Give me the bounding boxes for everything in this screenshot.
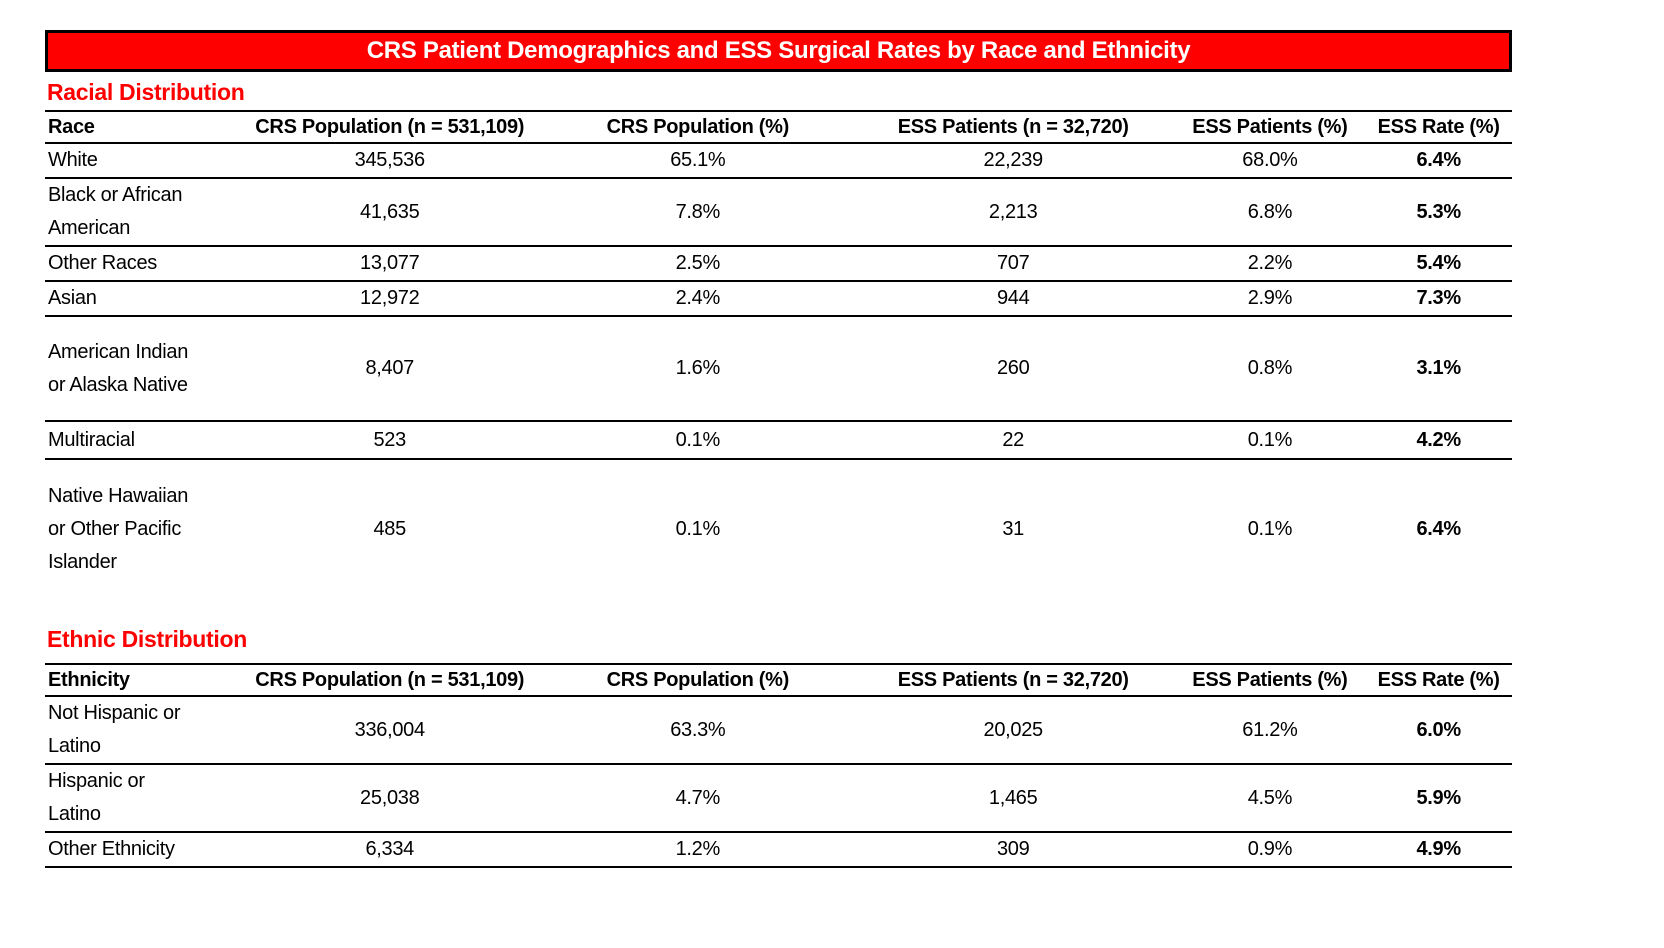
value-cell: 7.3% xyxy=(1365,281,1512,317)
row-label: Other Races xyxy=(45,246,236,282)
value-cell: 3.1% xyxy=(1365,316,1512,422)
value-cell: 0.1% xyxy=(1247,518,1293,540)
value-cell: 0.1% xyxy=(543,421,852,460)
column-header: ESS Patients (n = 32,720) xyxy=(851,110,1175,144)
table-row: Multiracial 523 0.1% 22 0.1% 4.2% xyxy=(45,421,1512,460)
table-row: White 345,536 65.1% 22,239 68.0% 6.4% xyxy=(45,143,1512,179)
column-header: Race xyxy=(45,110,236,144)
row-label: White xyxy=(45,143,236,179)
value-cell: 65.1% xyxy=(543,143,852,179)
column-header: ESS Patients (n = 32,720) xyxy=(851,663,1175,697)
row-label: Asian xyxy=(45,281,236,317)
value-cell: 345,536 xyxy=(235,143,544,179)
table-row: Other Ethnicity 6,334 1.2% 309 0.9% 4.9% xyxy=(45,832,1512,868)
ethnic-header-row: Ethnicity CRS Population (n = 531,109) CRS… xyxy=(45,663,1512,697)
column-header: CRS Population (%) xyxy=(543,663,852,697)
figure-title: CRS Patient Demographics and ESS Surgica… xyxy=(366,37,1191,64)
column-header: CRS Population (%) xyxy=(543,110,852,144)
value-cell: 25,038 xyxy=(235,764,544,833)
value-cell: 6.4% xyxy=(1365,143,1512,179)
value-cell: 5.4% xyxy=(1365,246,1512,282)
value-cell: 5.3% xyxy=(1365,178,1512,247)
column-header: ESS Rate (%) xyxy=(1365,663,1512,697)
value-cell: 2.9% xyxy=(1174,281,1366,317)
row-label: Native Hawaiian or Other Pacific Islande… xyxy=(48,485,189,573)
value-cell: 0.8% xyxy=(1174,316,1366,422)
table-row: Not Hispanic or Latino 336,004 63.3% 20,025… xyxy=(45,696,1512,765)
column-header: CRS Population (n = 531,109) xyxy=(235,110,544,144)
column-header: CRS Population (n = 531,109) xyxy=(235,663,544,697)
value-cell: 7.8% xyxy=(543,178,852,247)
value-cell: 41,635 xyxy=(235,178,544,247)
value-cell: 309 xyxy=(851,832,1175,868)
value-cell: 63.3% xyxy=(543,696,852,765)
value-cell: 0.9% xyxy=(1174,832,1366,868)
value-cell: 22 xyxy=(851,421,1175,460)
value-cell: 22,239 xyxy=(851,143,1175,179)
value-cell: 0.1% xyxy=(1174,421,1366,460)
table-row: Native Hawaiian or Other Pacific Islande… xyxy=(45,459,1512,599)
value-cell: 61.2% xyxy=(1174,696,1366,765)
value-cell: 5.9% xyxy=(1365,764,1512,833)
value-cell: 20,025 xyxy=(851,696,1175,765)
table-row: Hispanic or Latino 25,038 4.7% 1,465 4.5% 5.9… xyxy=(45,764,1512,833)
value-cell: 944 xyxy=(851,281,1175,317)
value-cell: 2,213 xyxy=(851,178,1175,247)
racial-header-row: Race CRS Population (n = 531,109) CRS Popu… xyxy=(45,110,1512,144)
value-cell: 485 xyxy=(373,518,406,540)
value-cell: 6,334 xyxy=(235,832,544,868)
column-header: ESS Patients (%) xyxy=(1174,663,1366,697)
racial-distribution-heading: Racial Distribution xyxy=(47,79,245,105)
table-row: Asian 12,972 2.4% 944 2.9% 7.3% xyxy=(45,281,1512,317)
row-label: Hispanic or Latino xyxy=(45,764,236,833)
value-cell: 6.8% xyxy=(1174,178,1366,247)
racial-distribution-table: Race CRS Population (n = 531,109) CRS Popu… xyxy=(45,110,1512,599)
row-label: American Indian or Alaska Native xyxy=(45,316,236,422)
table-row: American Indian or Alaska Native 8,407 1.6… xyxy=(45,316,1512,422)
value-cell: 13,077 xyxy=(235,246,544,282)
column-header: ESS Rate (%) xyxy=(1365,110,1512,144)
value-cell: 4.5% xyxy=(1174,764,1366,833)
row-label: Other Ethnicity xyxy=(45,832,236,868)
value-cell: 2.5% xyxy=(543,246,852,282)
value-cell: 6.4% xyxy=(1416,518,1461,540)
value-cell: 2.4% xyxy=(543,281,852,317)
ethnic-distribution-heading: Ethnic Distribution xyxy=(47,626,248,652)
value-cell: 12,972 xyxy=(235,281,544,317)
value-cell: 8,407 xyxy=(235,316,544,422)
value-cell: 336,004 xyxy=(235,696,544,765)
value-cell: 1.2% xyxy=(543,832,852,868)
value-cell: 523 xyxy=(235,421,544,460)
value-cell: 4.9% xyxy=(1365,832,1512,868)
value-cell: 4.7% xyxy=(543,764,852,833)
column-header: Ethnicity xyxy=(45,663,236,697)
row-label: Multiracial xyxy=(45,421,236,460)
row-label: Not Hispanic or Latino xyxy=(45,696,236,765)
value-cell: 1.6% xyxy=(543,316,852,422)
table-figure: CRS Patient Demographics and ESS Surgica… xyxy=(45,30,1512,868)
value-cell: 68.0% xyxy=(1174,143,1366,179)
value-cell: 1,465 xyxy=(851,764,1175,833)
value-cell: 260 xyxy=(851,316,1175,422)
value-cell: 4.2% xyxy=(1365,421,1512,460)
value-cell: 31 xyxy=(1002,518,1025,540)
table-row: Black or African American 41,635 7.8% 2,213… xyxy=(45,178,1512,247)
ethnic-distribution-table: Ethnicity CRS Population (n = 531,109) CRS… xyxy=(45,663,1512,868)
value-cell: 2.2% xyxy=(1174,246,1366,282)
value-cell: 707 xyxy=(851,246,1175,282)
title-bar: CRS Patient Demographics and ESS Surgica… xyxy=(45,30,1512,72)
value-cell: 0.1% xyxy=(675,518,721,540)
column-header: ESS Patients (%) xyxy=(1174,110,1366,144)
value-cell: 6.0% xyxy=(1365,696,1512,765)
table-row: Other Races 13,077 2.5% 707 2.2% 5.4% xyxy=(45,246,1512,282)
row-label: Black or African American xyxy=(45,178,236,247)
